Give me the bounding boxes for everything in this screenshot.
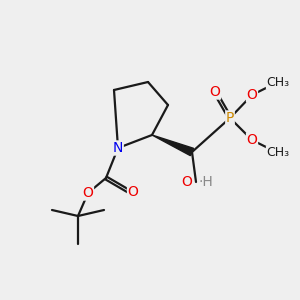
- Text: O: O: [128, 185, 138, 199]
- Text: O: O: [181, 175, 192, 189]
- Text: N: N: [113, 141, 123, 155]
- Text: P: P: [226, 111, 234, 125]
- Text: O: O: [247, 88, 257, 102]
- Text: O: O: [82, 186, 93, 200]
- Polygon shape: [152, 135, 194, 156]
- Text: CH₃: CH₃: [266, 146, 289, 160]
- Text: O: O: [247, 133, 257, 147]
- Text: CH₃: CH₃: [266, 76, 289, 88]
- Text: ·H: ·H: [198, 175, 213, 189]
- Text: O: O: [210, 85, 220, 99]
